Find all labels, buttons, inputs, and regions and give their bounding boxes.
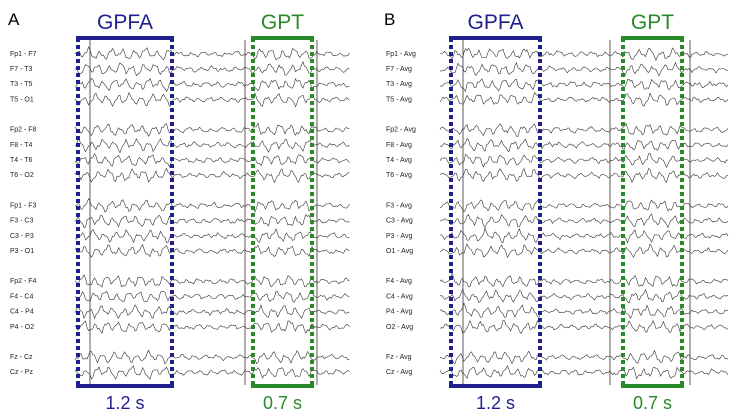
eeg-trace [74,91,350,108]
eeg-trace [74,214,350,228]
channel-label: O1 - Avg [386,248,413,255]
channel-label: T5 - Avg [386,96,412,103]
eeg-trace [439,138,729,153]
eeg-trace [74,228,350,244]
eeg-trace [439,288,729,304]
eeg-trace [440,47,729,62]
eeg-trace [439,319,729,334]
window-title: GPT [631,11,674,34]
window-duration: 0.7 s [263,393,302,413]
channel-label: F8 - T4 [10,142,33,149]
eeg-trace [439,167,729,184]
eeg-trace [439,197,729,213]
channel-label: Cz - Avg [386,369,412,376]
eeg-trace [439,212,729,229]
eeg-trace [75,138,350,154]
eeg-trace [74,77,350,93]
channel-label: T6 - O2 [10,172,34,179]
window-duration: 0.7 s [633,393,672,413]
eeg-trace [74,243,350,258]
eeg-trace [439,272,729,288]
eeg-trace [439,153,729,169]
eeg-trace [439,349,729,365]
eeg-trace [74,167,350,184]
channel-label: Cz - Pz [10,369,33,376]
channel-label: T3 - Avg [386,81,412,88]
channel-label: C4 - Avg [386,293,413,300]
eeg-trace [74,320,350,334]
eeg-trace [439,78,729,93]
eeg-trace [74,198,350,213]
channel-label: F7 - T3 [10,66,33,73]
eeg-trace [439,91,729,107]
eeg-trace [439,122,729,137]
channel-label: P3 - Avg [386,233,412,240]
eeg-trace [74,274,350,288]
eeg-trace [74,290,350,303]
channel-label: T6 - Avg [386,172,412,179]
channel-label: P3 - O1 [10,248,34,255]
channel-label: O2 - Avg [386,324,413,331]
channel-label: Fp1 - F7 [10,51,37,58]
eeg-trace [74,122,350,137]
window-duration: 1.2 s [105,393,144,413]
channel-label: T3 - T5 [10,81,33,88]
eeg-trace [74,46,350,61]
channel-label: Fp2 - Avg [386,127,416,134]
eeg-trace [74,61,350,77]
channel-label: P4 - O2 [10,324,34,331]
channel-label: Fp2 - F8 [10,127,37,134]
panel-label: B [384,10,395,29]
channel-label: F4 - C4 [10,293,33,300]
eeg-trace [439,61,729,78]
channel-label: F3 - Avg [386,202,412,209]
channel-label: T4 - T6 [10,157,33,164]
eeg-trace [439,302,729,319]
channel-label: C3 - Avg [386,218,413,225]
window-title: GPFA [467,11,523,34]
eeg-trace [74,153,350,168]
panel-label: A [8,10,20,29]
eeg-trace [74,304,350,320]
eeg-trace [439,243,729,259]
channel-label: Fp1 - Avg [386,51,416,58]
channel-label: Fp2 - F4 [10,278,37,285]
channel-label: Fz - Avg [386,354,412,361]
channel-label: T4 - Avg [386,157,412,164]
channel-label: T5 - O1 [10,96,34,103]
channel-label: F4 - Avg [386,278,412,285]
channel-label: C4 - P4 [10,309,34,316]
window-title: GPT [261,11,304,34]
window-title: GPFA [97,11,153,34]
channel-label: C3 - P3 [10,233,34,240]
channel-label: Fp1 - F3 [10,202,37,209]
channel-label: P4 - Avg [386,309,412,316]
panel: B Fp1 - Avg F7 - Avg T3 - Avg T5 - Avg Fp2 - … [384,10,729,413]
eeg-trace [439,226,729,244]
eeg-trace [439,365,729,380]
eeg-trace [74,349,350,365]
channel-label: Fz - Cz [10,354,33,361]
window-duration: 1.2 s [476,393,515,413]
channel-label: F8 - Avg [386,142,412,149]
channel-label: F3 - C3 [10,218,33,225]
channel-label: F7 - Avg [386,66,412,73]
panel: A Fp1 - F7 F7 - T3 T3 - T5 T5 - O1 Fp2 - F8 F8… [8,10,350,413]
eeg-trace [74,365,350,380]
